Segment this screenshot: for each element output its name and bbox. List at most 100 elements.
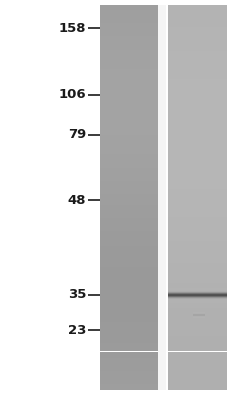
Bar <box>167 377 227 378</box>
Bar <box>167 287 227 289</box>
Bar <box>100 15 157 16</box>
Bar <box>167 156 227 158</box>
Bar <box>100 264 157 266</box>
Bar <box>167 372 227 373</box>
Bar <box>100 102 157 104</box>
Bar <box>100 331 157 332</box>
Bar <box>167 262 227 263</box>
Bar <box>167 291 227 292</box>
Bar <box>167 208 227 209</box>
Bar <box>100 16 157 18</box>
Bar <box>167 144 227 145</box>
Bar <box>167 298 227 299</box>
Bar <box>100 253 157 254</box>
Bar <box>100 131 157 132</box>
Bar <box>167 367 227 368</box>
Bar <box>167 196 227 198</box>
Bar <box>192 317 204 318</box>
Bar <box>167 296 227 297</box>
Bar <box>167 314 227 316</box>
Bar <box>100 237 157 238</box>
Bar <box>100 177 157 178</box>
Bar <box>167 230 227 231</box>
Bar <box>100 108 157 109</box>
Bar <box>167 290 227 291</box>
Bar <box>167 58 227 59</box>
Bar <box>167 373 227 374</box>
Bar <box>167 222 227 223</box>
Bar <box>167 49 227 50</box>
Bar <box>167 258 227 259</box>
Bar <box>167 290 227 291</box>
Bar <box>100 164 157 166</box>
Bar <box>167 272 227 273</box>
Bar <box>100 217 157 218</box>
Bar <box>167 185 227 186</box>
Bar <box>167 301 227 302</box>
Bar <box>100 135 157 136</box>
Bar <box>167 296 227 297</box>
Bar <box>100 63 157 64</box>
Bar <box>167 95 227 96</box>
Bar <box>167 166 227 167</box>
Bar <box>100 50 157 51</box>
Bar <box>167 284 227 285</box>
Bar <box>100 122 157 123</box>
Bar <box>167 294 227 295</box>
Bar <box>100 187 157 188</box>
Bar <box>167 337 227 339</box>
Bar <box>100 357 157 358</box>
Bar <box>167 295 227 296</box>
Bar <box>167 271 227 272</box>
Bar <box>100 198 157 199</box>
Bar <box>167 327 227 328</box>
Bar <box>100 287 157 289</box>
Bar <box>100 295 157 296</box>
Bar <box>167 36 227 37</box>
Bar <box>167 278 227 280</box>
Bar <box>100 141 157 142</box>
Bar <box>167 38 227 40</box>
Bar <box>100 337 157 339</box>
Bar <box>100 352 157 353</box>
Bar <box>167 41 227 42</box>
Bar <box>100 278 157 280</box>
Bar <box>100 258 157 259</box>
Bar <box>167 92 227 94</box>
Bar <box>167 46 227 47</box>
Bar <box>167 68 227 69</box>
Bar <box>167 299 227 300</box>
Bar <box>100 238 157 240</box>
Bar <box>100 254 157 255</box>
Bar <box>167 292 227 293</box>
Bar <box>167 332 227 334</box>
Bar <box>100 148 157 149</box>
Bar <box>100 110 157 112</box>
Bar <box>167 320 227 321</box>
Bar <box>167 227 227 228</box>
Bar <box>100 169 157 170</box>
Bar <box>100 83 157 84</box>
Bar <box>167 295 227 296</box>
Bar <box>100 308 157 309</box>
Bar <box>100 359 157 360</box>
Bar <box>167 203 227 204</box>
Bar <box>100 346 157 348</box>
Bar <box>167 285 227 286</box>
Bar <box>167 64 227 65</box>
Bar <box>100 280 157 281</box>
Bar <box>167 81 227 82</box>
Bar <box>100 222 157 223</box>
Bar <box>167 299 227 300</box>
Bar <box>167 297 227 298</box>
Bar <box>167 291 227 292</box>
Bar <box>100 105 157 106</box>
Bar <box>167 56 227 58</box>
Bar <box>167 18 227 19</box>
Bar <box>167 151 227 152</box>
Bar <box>192 313 204 314</box>
Bar <box>167 10 227 12</box>
Bar <box>100 368 157 370</box>
Bar <box>167 63 227 64</box>
Bar <box>100 183 157 185</box>
